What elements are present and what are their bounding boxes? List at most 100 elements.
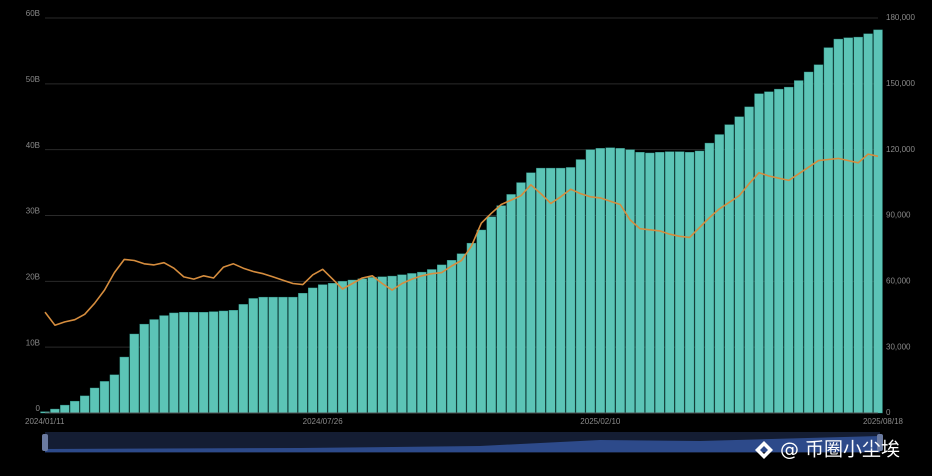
bar — [129, 333, 139, 414]
bar — [367, 277, 377, 414]
y-tick-label: 40B — [26, 141, 40, 150]
bar — [546, 167, 556, 414]
bar — [189, 312, 199, 414]
watermark-logo — [755, 441, 773, 459]
bar — [655, 152, 665, 414]
bar — [734, 116, 744, 414]
bar — [456, 253, 467, 414]
y2-tick-label: 90,000 — [886, 211, 911, 220]
bar — [149, 319, 159, 414]
bar — [724, 124, 734, 414]
bar — [228, 310, 239, 414]
bar — [694, 150, 705, 414]
bar — [50, 408, 60, 414]
bar — [615, 148, 625, 414]
y2-tick-label: 60,000 — [886, 276, 911, 285]
bar — [80, 395, 90, 414]
bar — [70, 400, 80, 414]
bar — [605, 147, 615, 414]
bar — [99, 381, 110, 414]
bar — [635, 152, 645, 414]
bar — [833, 38, 843, 414]
price-line — [44, 153, 879, 326]
bar — [417, 271, 427, 414]
y2-tick-label: 180,000 — [886, 13, 915, 22]
bar — [645, 152, 655, 414]
x-tick-label: 2025/08/18 — [863, 417, 904, 426]
bar — [119, 356, 129, 414]
bar — [337, 281, 348, 414]
bar — [179, 312, 189, 414]
y-tick-label: 0 — [36, 404, 41, 413]
bar — [585, 149, 596, 414]
bar — [308, 287, 318, 414]
bar — [387, 275, 397, 414]
y-tick-label: 30B — [26, 207, 40, 216]
bar — [466, 242, 477, 414]
bar — [258, 296, 268, 414]
bar — [823, 47, 834, 414]
bar — [159, 315, 169, 414]
y-tick-label: 50B — [26, 75, 40, 84]
bar — [218, 310, 229, 414]
bar — [446, 260, 457, 414]
bar — [556, 167, 566, 414]
x-tick-label: 2024/01/11 — [25, 417, 65, 426]
bar — [665, 151, 675, 414]
bar — [278, 296, 288, 414]
bar — [536, 167, 546, 414]
bar — [575, 159, 586, 414]
bar — [784, 86, 794, 414]
x-tick-label: 2024/07/26 — [303, 417, 344, 426]
bar — [853, 36, 863, 414]
bar — [248, 298, 258, 414]
bar — [526, 172, 536, 414]
bar — [565, 167, 576, 414]
bar — [794, 80, 804, 414]
bar — [476, 229, 486, 414]
y2-tick-label: 30,000 — [886, 342, 911, 351]
bar — [803, 71, 814, 414]
bar — [754, 93, 764, 414]
navigator-handle[interactable] — [42, 434, 48, 451]
bar — [684, 152, 695, 414]
bar — [407, 273, 417, 414]
bar — [595, 148, 605, 414]
bar — [397, 274, 407, 414]
bar — [863, 33, 873, 414]
bar — [318, 284, 328, 414]
bar — [873, 29, 883, 414]
bar — [744, 106, 754, 414]
navigator-handle[interactable] — [877, 434, 883, 451]
bar — [169, 312, 179, 414]
y-tick-label: 10B — [26, 338, 40, 347]
bar — [625, 149, 635, 414]
bar — [268, 296, 278, 414]
bar — [60, 404, 70, 414]
bar — [675, 151, 685, 414]
bar — [714, 134, 724, 414]
bar — [516, 182, 526, 414]
y2-tick-label: 0 — [886, 408, 891, 417]
bar — [208, 311, 219, 414]
y2-tick-label: 120,000 — [886, 145, 915, 154]
bar — [357, 278, 367, 414]
bar — [327, 283, 338, 414]
y2-tick-label: 150,000 — [886, 79, 915, 88]
bar — [496, 205, 506, 414]
y-tick-label: 20B — [26, 272, 40, 281]
bar — [506, 194, 516, 414]
bar — [199, 312, 209, 414]
bar — [109, 374, 120, 414]
bar — [843, 37, 853, 414]
bar — [238, 304, 248, 414]
bar — [347, 279, 358, 414]
bar — [704, 142, 715, 414]
bar — [813, 64, 824, 414]
bar — [427, 269, 437, 414]
bar — [298, 292, 308, 414]
bar — [377, 276, 387, 414]
navigator — [42, 432, 883, 453]
bar — [89, 387, 100, 414]
